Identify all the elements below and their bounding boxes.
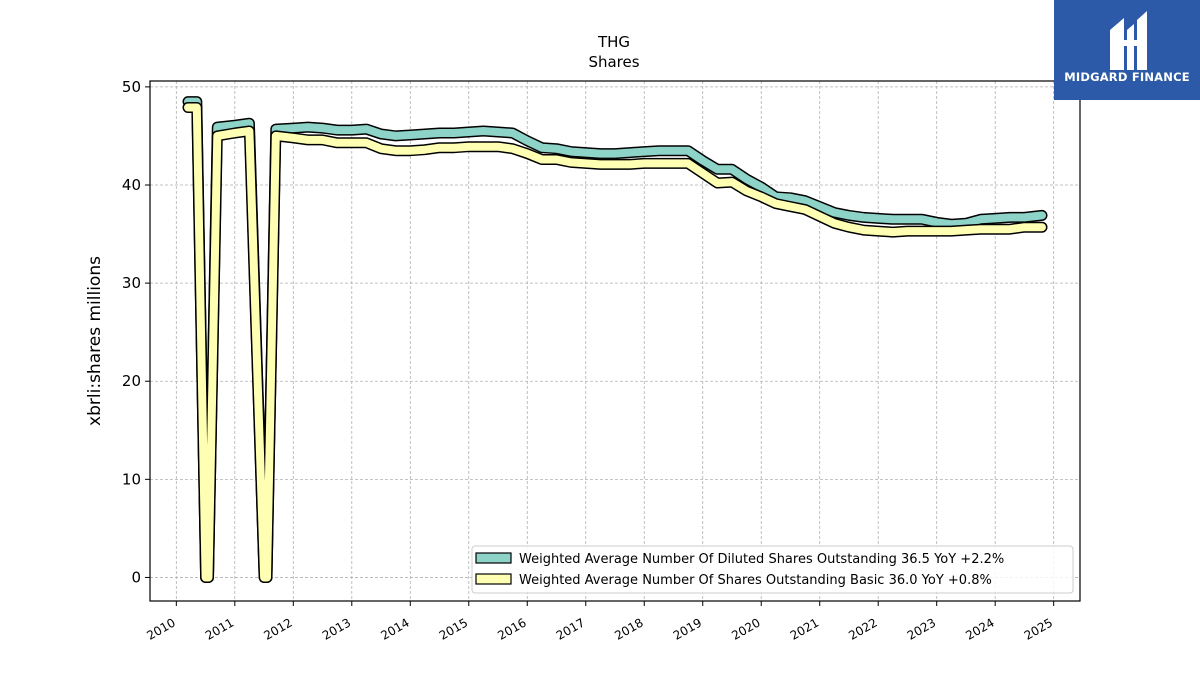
y-axis-label: xbrli:shares millions (85, 256, 105, 426)
legend-label-1: Weighted Average Number Of Diluted Share… (519, 552, 1004, 567)
y-tick-label: 0 (131, 568, 141, 586)
legend-swatch-2 (475, 573, 512, 585)
y-tick-label: 40 (122, 176, 141, 194)
midgard-finance-logo: MIDGARD FINANCE (1054, 0, 1200, 100)
y-tick-label: 50 (122, 78, 141, 96)
logo-text: MIDGARD FINANCE (1064, 70, 1190, 84)
y-tick-label: 20 (122, 372, 141, 390)
chart-title: THG (597, 33, 630, 51)
series-1-line (184, 97, 1046, 582)
series-layer (182, 96, 1048, 583)
y-tick-label: 10 (122, 470, 141, 488)
legend: Weighted Average Number Of Diluted Share… (471, 545, 1074, 594)
logo-mark-icon (1110, 11, 1147, 70)
legend-swatch-1 (475, 552, 512, 564)
series-2-line (184, 103, 1046, 582)
chart-subtitle: Shares (588, 53, 639, 71)
y-tick-label: 30 (122, 274, 141, 292)
legend-box (471, 545, 1074, 594)
plot-frame (149, 80, 1081, 602)
legend-label-2: Weighted Average Number Of Shares Outsta… (519, 573, 992, 588)
